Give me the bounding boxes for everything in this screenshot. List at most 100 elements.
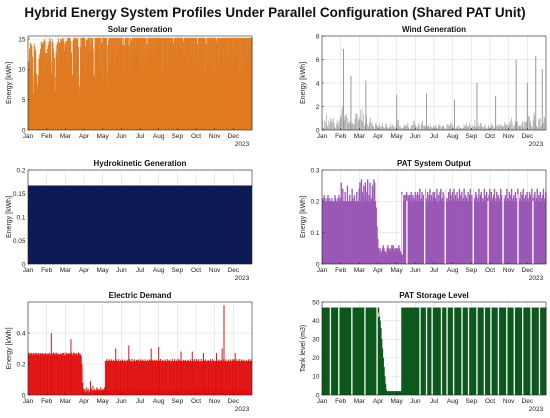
pat_output-xtick-7: Aug <box>447 267 459 274</box>
solar-xtick-10: Nov <box>209 133 221 140</box>
solar-ytick-3: 15 <box>18 36 26 43</box>
demand-xtick-10: Nov <box>209 398 221 405</box>
wind-xtick-5: Jun <box>410 133 421 140</box>
pat_output-xtick-6: Jul <box>430 267 439 274</box>
wind-year-label: 2023 <box>529 141 544 148</box>
solar-xtick-4: May <box>97 133 110 140</box>
pat_output-xtick-3: Apr <box>373 267 384 274</box>
storage-ytick-0: 0 <box>316 392 320 399</box>
wind-xtick-8: Sep <box>466 133 478 140</box>
storage-ytick-4: 40 <box>312 318 320 325</box>
hydro-xtick-8: Sep <box>172 267 184 274</box>
hydro-series <box>28 185 252 264</box>
demand-ytick-0: 0 <box>22 392 26 399</box>
demand-title: Electric Demand <box>109 291 172 300</box>
wind-series <box>322 48 546 130</box>
hydro-xtick-6: Jul <box>136 267 145 274</box>
demand-year-label: 2023 <box>235 406 250 413</box>
solar-xtick-3: Apr <box>79 133 90 140</box>
pat_output-title: PAT System Output <box>397 159 471 168</box>
storage-ytick-5: 50 <box>312 299 320 306</box>
demand-xtick-4: May <box>97 398 110 405</box>
solar-ytick-2: 10 <box>18 67 26 74</box>
wind-xtick-9: Oct <box>485 133 495 140</box>
demand-xtick-11: Dec <box>228 398 240 405</box>
storage-xtick-3: Apr <box>373 398 384 405</box>
demand-xtick-3: Apr <box>79 398 90 405</box>
demand-series <box>27 305 253 395</box>
storage-ytick-2: 20 <box>312 355 320 362</box>
hydro-area <box>28 185 252 264</box>
hydro-ytick-4: 0.2 <box>16 167 25 174</box>
solar-title: Solar Generation <box>108 25 173 34</box>
hydro-panel: Hydrokinetic Generation Energy [kWh] 0 0.05… <box>6 159 253 282</box>
hydro-ytick-3: 0.15 <box>13 191 26 198</box>
solar-xtick-8: Sep <box>172 133 184 140</box>
storage-xtick-9: Oct <box>485 398 495 405</box>
storage-xtick-5: Jun <box>410 398 421 405</box>
storage-xtick-10: Nov <box>503 398 515 405</box>
storage-ylabel: Tank level (m3) <box>300 325 307 372</box>
pat_output-series <box>321 179 547 264</box>
demand-xtick-5: Jun <box>116 398 127 405</box>
wind-ytick-1: 2 <box>316 104 320 111</box>
wind-xtick-4: May <box>391 133 404 140</box>
hydro-ytick-2: 0.1 <box>16 214 25 221</box>
storage-panel: PAT Storage Level Tank level (m3) 0 10 20 30 4… <box>300 291 547 413</box>
wind-panel: Wind Generation Energy [kWh] 0 2 4 6 8 Jan Feb Ma… <box>300 25 547 148</box>
hydro-xtick-3: Apr <box>79 267 90 274</box>
wind-ytick-2: 4 <box>316 80 320 87</box>
solar-series <box>27 37 253 130</box>
wind-ytick-0: 0 <box>316 127 320 134</box>
wind-title: Wind Generation <box>402 25 466 34</box>
solar-xtick-1: Feb <box>41 133 53 140</box>
storage-xtick-11: Dec <box>522 398 534 405</box>
demand-ytick-1: 0.2 <box>16 361 25 368</box>
solar-xtick-9: Oct <box>191 133 201 140</box>
solar-year-label: 2023 <box>235 141 250 148</box>
panels: Solar Generation Energy [kWh] 0 5 10 15 Jan Feb… <box>6 25 547 413</box>
hydro-xtick-9: Oct <box>191 267 201 274</box>
demand-xtick-8: Sep <box>172 398 184 405</box>
pat_output-xtick-0: Jan <box>317 267 328 274</box>
hydro-xtick-4: May <box>97 267 110 274</box>
hydro-title: Hydrokinetic Generation <box>94 159 187 168</box>
hydro-xtick-0: Jan <box>23 267 34 274</box>
storage-title: PAT Storage Level <box>399 291 469 300</box>
pat_output-xtick-8: Sep <box>466 267 478 274</box>
wind-xtick-0: Jan <box>317 133 328 140</box>
pat_output-xtick-10: Nov <box>503 267 515 274</box>
storage-ytick-1: 10 <box>312 374 320 381</box>
storage-xtick-0: Jan <box>317 398 328 405</box>
demand-xtick-0: Jan <box>23 398 34 405</box>
hydro-year-label: 2023 <box>235 275 250 282</box>
storage-xtick-8: Sep <box>466 398 478 405</box>
solar-xtick-6: Jul <box>136 133 145 140</box>
demand-xtick-9: Oct <box>191 398 201 405</box>
demand-baseline <box>95 390 252 395</box>
wind-xtick-2: Mar <box>354 133 366 140</box>
pat_output-xtick-1: Feb <box>335 267 347 274</box>
solar-ytick-0: 0 <box>22 127 26 134</box>
solar-xtick-0: Jan <box>23 133 34 140</box>
pat_output-year-label: 2023 <box>529 275 544 282</box>
storage-ytick-3: 30 <box>312 337 320 344</box>
wind-xtick-7: Aug <box>447 133 459 140</box>
pat_output-xtick-11: Dec <box>522 267 534 274</box>
solar-panel: Solar Generation Energy [kWh] 0 5 10 15 Jan Feb… <box>6 25 253 148</box>
wind-xtick-11: Dec <box>522 133 534 140</box>
demand-xtick-6: Jul <box>136 398 145 405</box>
hydro-xtick-7: Aug <box>153 267 165 274</box>
storage-series <box>321 307 547 395</box>
pat_output-xtick-4: May <box>391 267 404 274</box>
wind-ylabel: Energy [kWh] <box>300 62 307 104</box>
pat_output-xtick-5: Jun <box>410 267 421 274</box>
solar-xtick-11: Dec <box>228 133 240 140</box>
solar-ytick-1: 5 <box>22 97 26 104</box>
hydro-ytick-0: 0 <box>22 261 26 268</box>
wind-xtick-3: Apr <box>373 133 384 140</box>
wind-ytick-3: 6 <box>316 57 320 64</box>
pat_output-xtick-2: Mar <box>354 267 366 274</box>
solar-xtick-5: Jun <box>116 133 127 140</box>
